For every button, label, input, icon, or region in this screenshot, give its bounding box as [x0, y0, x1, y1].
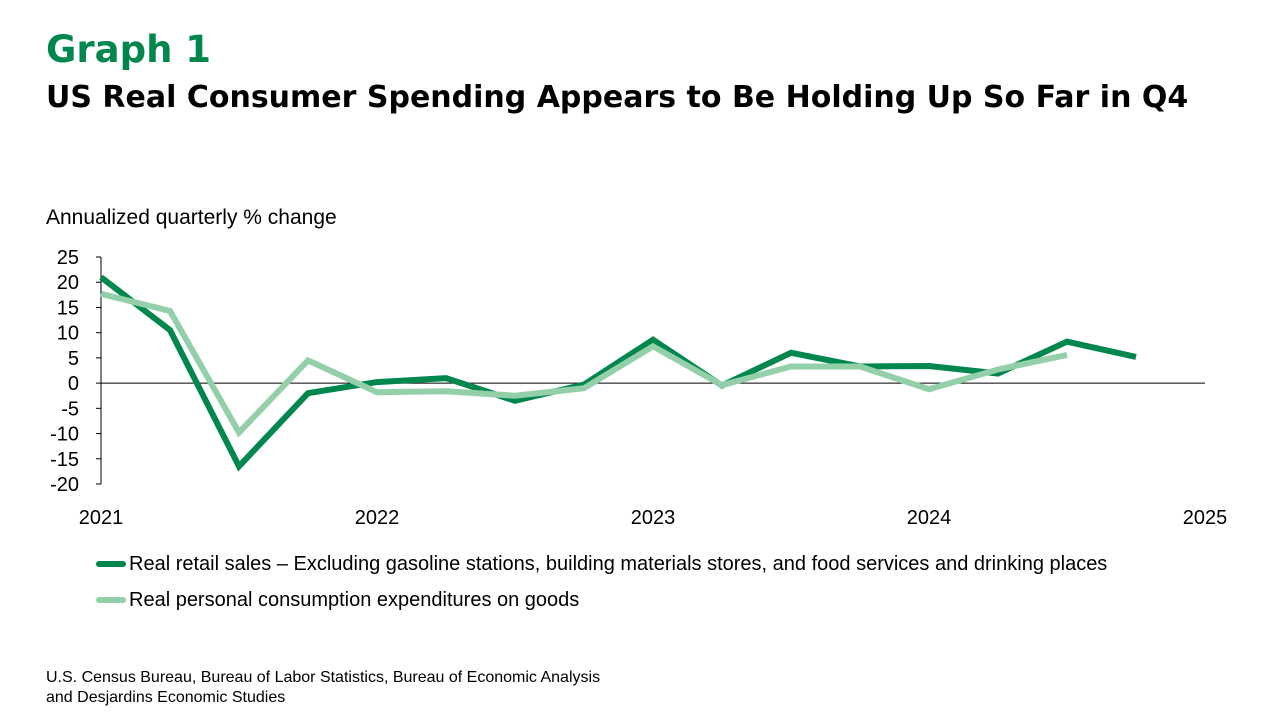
y-axis-label: Annualized quarterly % change [46, 206, 337, 229]
x-tick-label: 2022 [355, 507, 400, 529]
legend: Real retail sales – Excluding gasoline s… [96, 546, 1107, 618]
series-line-pce-goods [100, 290, 1068, 438]
legend-swatch-pce-goods [96, 597, 126, 603]
x-tick-label: 2023 [631, 507, 676, 529]
chart-title: US Real Consumer Spending Appears to Be … [46, 80, 1189, 115]
y-tick-label: -20 [50, 474, 79, 496]
legend-item-retail-sales: Real retail sales – Excluding gasoline s… [96, 546, 1107, 582]
series-line-retail-sales [99, 274, 1137, 472]
y-tick-label: -10 [50, 424, 79, 446]
graph-number-label: Graph 1 [46, 28, 212, 71]
y-tick-label: -5 [61, 398, 79, 420]
x-tick-label: 2025 [1183, 507, 1228, 529]
y-tick-label: 15 [57, 297, 79, 319]
x-tick-label: 2024 [907, 507, 952, 529]
x-tick-label: 2021 [79, 507, 124, 529]
source-line-2: and Desjardins Economic Studies [46, 689, 286, 706]
legend-item-pce-goods: Real personal consumption expenditures o… [96, 582, 1107, 618]
y-tick-label: 10 [57, 323, 79, 345]
y-tick-label: 25 [57, 247, 79, 269]
y-tick-label: 5 [68, 348, 79, 370]
y-tick-label: -15 [50, 449, 79, 471]
legend-label-retail-sales: Real retail sales – Excluding gasoline s… [129, 552, 1108, 575]
y-tick-label: 20 [57, 272, 79, 294]
legend-label-pce-goods: Real personal consumption expenditures o… [129, 588, 580, 611]
source-line-1: U.S. Census Bureau, Bureau of Labor Stat… [46, 669, 601, 686]
legend-swatch-retail-sales [96, 561, 126, 567]
y-tick-label: 0 [68, 373, 79, 395]
source-note: U.S. Census Bureau, Bureau of Labor Stat… [46, 668, 600, 708]
